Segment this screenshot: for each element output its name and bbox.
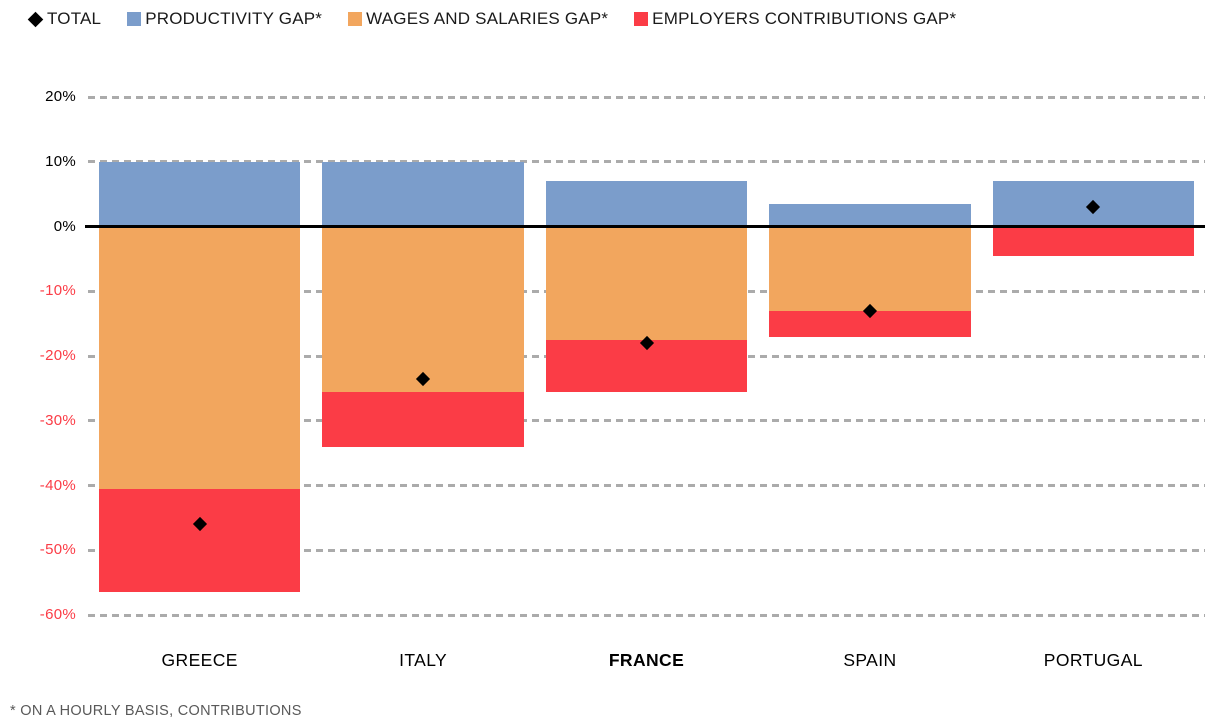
y-tick-label-0: 0% [53,217,76,235]
square-marker-icon [127,12,142,26]
legend-label-productivity-gap: PRODUCTIVITY GAP* [145,9,323,28]
plot-area [85,95,1205,617]
bar-segment-greece [99,161,301,227]
legend-item-employers-contributions-gap: EMPLOYERS CONTRIBUTIONS GAP* [634,9,956,29]
bar-segment-france [545,181,748,227]
legend-item-productivity-gap: PRODUCTIVITY GAP* [127,9,322,29]
gridline--60 [88,613,1205,617]
bar-segment-portugal [992,226,1194,256]
y-tick-label--30: -30% [39,411,76,429]
gridline-10 [88,160,1205,164]
y-tick-label-20: 20% [45,88,76,105]
gridline--30 [88,419,1205,423]
bar-segment-greece [99,226,301,489]
x-axis-label-spain: SPAIN [843,650,897,670]
bar-segment-italy [322,226,524,392]
x-axis-label-france: FRANCE [608,650,685,670]
legend: TOTAL PRODUCTIVITY GAP* WAGES AND SALARI… [27,9,956,29]
diamond-marker-icon [27,11,44,27]
gridline--50 [88,548,1205,552]
y-tick-label--10: -10% [39,282,76,300]
x-axis: GREECE ITALY FRANCE SPAIN PORTUGAL [88,650,1205,671]
zero-axis-line [85,225,1205,228]
gridline--40 [88,484,1205,487]
legend-label-employers-contributions-gap: EMPLOYERS CONTRIBUTIONS GAP* [652,9,957,28]
y-tick-label--50: -50% [39,541,76,559]
bar-segment-italy [322,161,524,227]
square-marker-icon [634,12,649,26]
y-tick-label--40: -40% [39,476,76,494]
bar-segment-italy [322,391,524,447]
y-tick-label--60: -60% [39,606,76,623]
legend-label-wages-salaries-gap: WAGES AND SALARIES GAP* [366,9,609,28]
x-axis-label-greece: GREECE [161,650,238,670]
square-marker-icon [348,12,363,26]
y-tick-label--20: -20% [39,347,76,364]
x-axis-label-italy: ITALY [399,650,448,670]
bar-segment-greece [99,488,301,593]
bar-segment-france [545,226,748,340]
legend-item-total: TOTAL [27,9,102,29]
x-axis-label-portugal: PORTUGAL [1043,650,1143,670]
legend-label-total: TOTAL [47,9,102,28]
y-tick-label-10: 10% [45,152,76,170]
legend-item-wages-salaries-gap: WAGES AND SALARIES GAP* [348,9,608,29]
bar-segment-spain [769,203,971,227]
gridline-20 [88,95,1205,99]
footnote: * ON A HOURLY BASIS, CONTRIBUTIONS [10,703,302,719]
bar-segment-spain [769,226,971,311]
